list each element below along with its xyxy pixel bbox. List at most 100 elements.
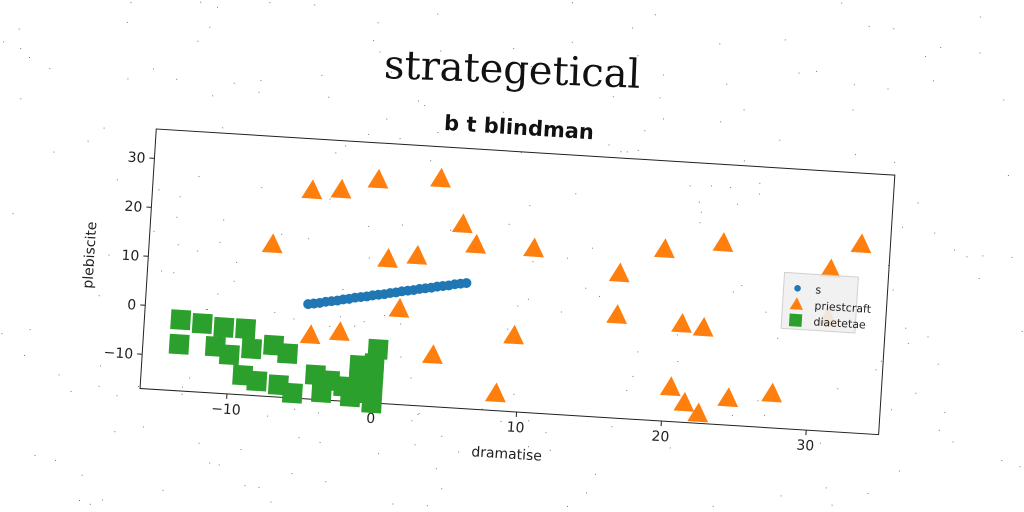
- priestcraft-point: [850, 233, 872, 254]
- diaetetae-point: [218, 344, 240, 366]
- noise-dot: [342, 289, 344, 290]
- y-axis-label: plebiscite: [80, 221, 100, 289]
- legend-marker-diaetetae: [788, 313, 803, 327]
- noise-dot: [198, 176, 200, 177]
- noise-dot: [891, 409, 892, 411]
- noise-dot: [937, 363, 939, 365]
- noise-dot: [318, 412, 319, 414]
- noise-dot: [130, 2, 132, 4]
- noise-dot: [435, 468, 437, 470]
- noise-dot: [223, 219, 225, 221]
- noise-dot: [676, 334, 678, 336]
- noise-dot: [915, 392, 917, 394]
- noise-dot: [586, 492, 588, 494]
- priestcraft-point: [430, 167, 451, 188]
- noise-dot: [458, 451, 460, 453]
- noise-dot: [867, 493, 869, 494]
- noise-dot: [410, 377, 412, 379]
- x-tick-label: 30: [796, 438, 815, 455]
- noise-dot: [414, 444, 416, 446]
- noise-dot: [377, 22, 379, 24]
- noise-dot: [905, 327, 907, 329]
- noise-dot: [153, 68, 154, 70]
- noise-dot: [520, 152, 522, 153]
- noise-dot: [513, 48, 515, 50]
- noise-dot: [637, 55, 639, 57]
- noise-dot: [217, 6, 218, 8]
- diaetetae-point: [191, 313, 213, 335]
- noise-dot: [354, 325, 356, 327]
- noise-dot: [502, 111, 504, 113]
- priestcraft-point: [608, 262, 630, 283]
- x-tick-label: 20: [651, 428, 670, 445]
- y-tick-label: −10: [103, 345, 133, 363]
- chart-subtitle: b t blindman: [443, 111, 594, 144]
- noise-dot: [632, 27, 634, 29]
- noise-dot: [719, 43, 721, 45]
- diaetetae-point: [311, 381, 333, 403]
- noise-dot: [29, 57, 30, 58]
- noise-dot: [53, 151, 55, 153]
- x-axis-label: dramatise: [471, 444, 543, 464]
- noise-dot: [952, 441, 954, 443]
- noise-dot: [79, 500, 80, 501]
- noise-dot: [116, 179, 118, 181]
- noise-dot: [500, 420, 502, 422]
- noise-dot: [585, 287, 587, 289]
- noise-dot: [777, 337, 779, 339]
- noise-dot: [3, 41, 5, 43]
- noise-dot: [933, 80, 934, 82]
- noise-dot: [384, 315, 385, 317]
- noise-dot: [894, 161, 896, 163]
- priestcraft-point: [451, 213, 473, 234]
- noise-dot: [49, 68, 51, 70]
- noise-dot: [417, 100, 419, 102]
- noise-dot: [626, 151, 628, 153]
- noise-dot: [328, 96, 330, 98]
- noise-dot: [18, 28, 20, 30]
- noise-dot: [100, 365, 101, 367]
- noise-dot: [189, 377, 191, 379]
- noise-dot: [1001, 460, 1003, 461]
- noise-dot: [517, 305, 519, 307]
- noise-dot: [567, 505, 568, 507]
- priestcraft-point: [673, 391, 695, 412]
- noise-dot: [979, 52, 981, 54]
- noise-dot: [907, 342, 909, 344]
- noise-dot: [329, 326, 331, 327]
- noise-dot: [729, 186, 731, 188]
- noise-dot: [528, 446, 529, 448]
- noise-dot: [698, 201, 700, 203]
- noise-dot: [181, 393, 183, 395]
- diaetetae-point: [349, 354, 371, 376]
- priestcraft-point: [301, 179, 323, 200]
- noise-dot: [430, 160, 432, 162]
- noise-dot: [626, 390, 628, 391]
- noise-dot: [378, 453, 380, 455]
- noise-dot: [875, 369, 877, 371]
- noise-dot: [440, 50, 442, 52]
- noise-dot: [507, 328, 509, 330]
- diaetetae-point: [213, 316, 235, 338]
- noise-dot: [379, 51, 381, 53]
- noise-dot: [798, 72, 800, 74]
- noise-dot: [321, 74, 323, 76]
- noise-dot: [233, 82, 235, 84]
- priestcraft-point: [465, 233, 487, 254]
- noise-dot: [831, 504, 833, 506]
- noise-dot: [982, 255, 984, 257]
- noise-dot: [102, 499, 103, 501]
- noise-dot: [712, 505, 714, 507]
- noise-dot: [392, 503, 394, 505]
- noise-dot: [954, 249, 955, 251]
- noise-dot: [411, 420, 413, 422]
- noise-dot: [567, 257, 569, 259]
- noise-dot: [854, 154, 856, 156]
- noise-dot: [70, 391, 72, 392]
- noise-dot: [260, 79, 262, 81]
- noise-dot: [29, 329, 31, 331]
- noise-dot: [126, 21, 128, 23]
- legend-marker-s: [794, 284, 801, 292]
- noise-dot: [644, 130, 646, 132]
- noise-dot: [663, 118, 664, 120]
